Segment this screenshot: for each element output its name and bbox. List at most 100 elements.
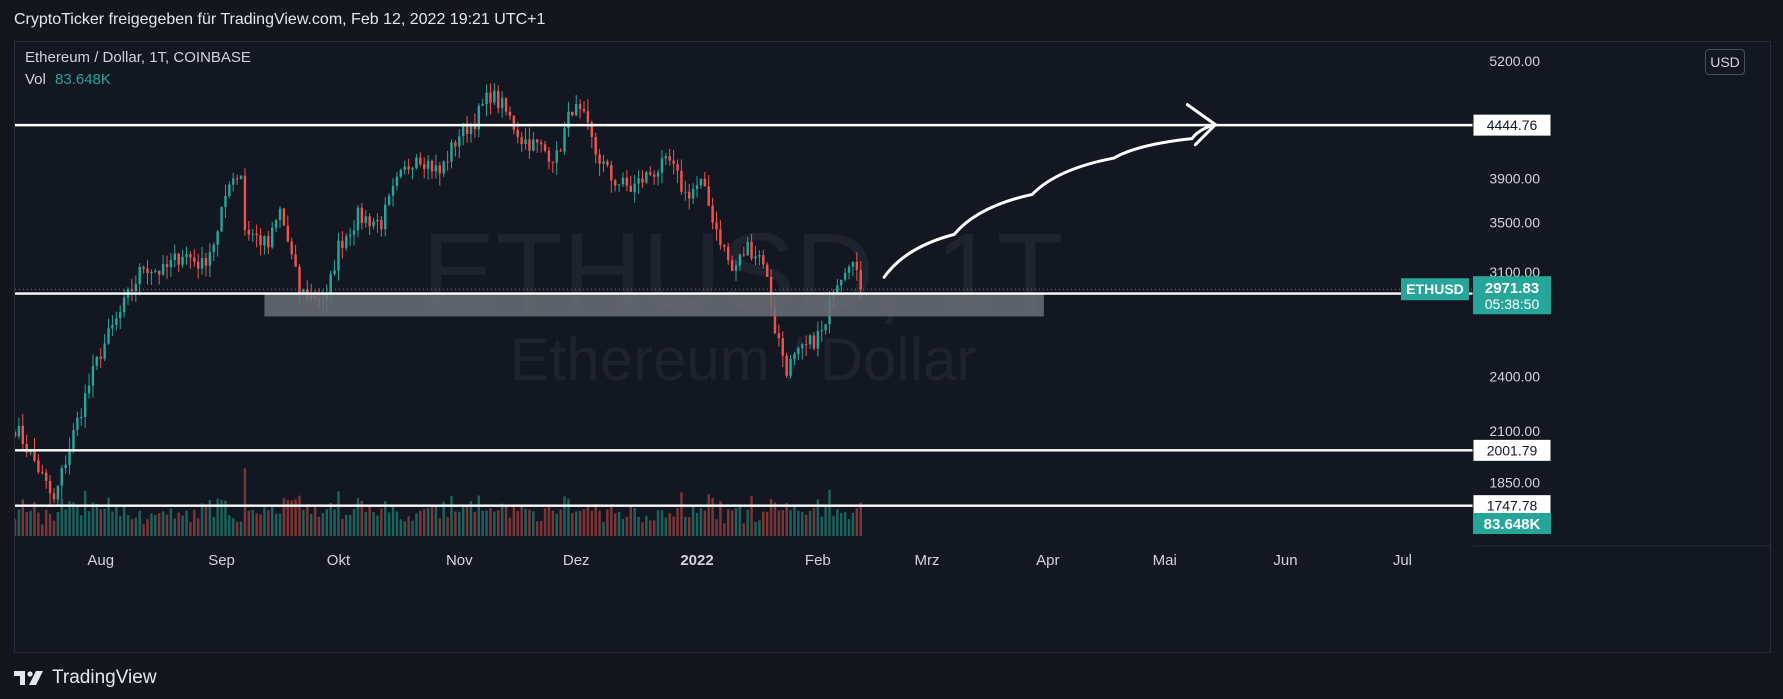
candle-body	[169, 260, 173, 268]
candle-body	[150, 271, 153, 274]
candle-body	[855, 261, 859, 271]
volume-bar	[773, 502, 777, 536]
candle-body	[360, 207, 364, 223]
candle-body	[840, 279, 843, 286]
candle-body	[48, 480, 52, 494]
volume-bar	[356, 498, 360, 536]
volume-bar	[438, 518, 442, 536]
chart-frame[interactable]: ETHUSD, 1T Ethereum / Dollar 4444.762940…	[14, 41, 1771, 653]
volume-bar	[189, 522, 192, 536]
volume-bar	[598, 510, 601, 536]
arrow-head	[1185, 103, 1217, 147]
candle-body	[536, 139, 539, 143]
volume-bar	[298, 495, 301, 536]
volume-bar	[415, 513, 418, 536]
volume-bar	[824, 505, 827, 536]
volume-bar	[345, 514, 348, 536]
volume-bar	[801, 511, 804, 536]
candle-body	[426, 160, 430, 169]
volume-bar	[493, 511, 496, 536]
volume-bar	[477, 495, 480, 536]
candle-body	[754, 256, 757, 259]
candle-body	[454, 142, 457, 147]
candle-body	[625, 177, 629, 186]
candle-body	[271, 227, 274, 248]
volume-bar	[17, 509, 21, 536]
volume-bar	[738, 507, 742, 536]
volume-bar	[703, 510, 707, 536]
currency-button[interactable]: USD	[1705, 49, 1745, 75]
volume-bar	[243, 468, 247, 536]
candle-body	[72, 429, 75, 449]
volume-bar	[711, 497, 714, 536]
volume-bar	[758, 520, 761, 536]
price-axis[interactable]: 5200.00 3900.00 3500.00 3100.00 2400.00 2100.…	[1401, 53, 1551, 537]
candle-body	[559, 150, 562, 152]
volume-bar	[119, 516, 122, 536]
volume-bar	[785, 502, 788, 536]
horizontal-line-label-bg	[1472, 438, 1552, 462]
candle-body	[372, 221, 375, 227]
volume-bar	[571, 513, 574, 536]
volume-bar	[528, 509, 531, 536]
candle-body	[485, 92, 488, 105]
candle-body	[407, 166, 410, 170]
candle-body	[189, 254, 192, 258]
time-tick-label: 2022	[680, 552, 713, 569]
candle-body	[134, 283, 138, 292]
volume-bar	[169, 508, 173, 536]
volume-bar	[239, 521, 243, 536]
volume-bar	[126, 515, 130, 536]
candle-body	[773, 307, 777, 334]
candle-body	[239, 175, 243, 179]
candle-body	[804, 344, 808, 346]
candle-body	[294, 254, 297, 267]
candle-body	[532, 139, 535, 151]
candle-body	[41, 472, 44, 474]
candle-body	[613, 180, 617, 186]
candle-body	[107, 328, 110, 344]
candle-body	[481, 104, 484, 106]
volume-bar	[610, 504, 613, 536]
volume-bar	[762, 511, 765, 536]
volume-bar	[660, 510, 664, 536]
volume-bar	[816, 499, 820, 536]
volume-bar	[582, 509, 586, 536]
price-chart[interactable]: ETHUSD, 1T Ethereum / Dollar 4444.762940…	[15, 42, 1770, 652]
volume-bar	[68, 501, 71, 536]
volume-bars	[15, 468, 862, 536]
arrow-annotation-layer[interactable]	[882, 103, 1217, 279]
candle-body	[582, 109, 586, 112]
candle-body	[52, 493, 56, 500]
support-zone[interactable]	[264, 293, 1044, 317]
candle-body	[387, 195, 391, 205]
candle-body	[824, 324, 827, 331]
footer-brand[interactable]: TradingView	[14, 667, 157, 689]
volume-bar	[83, 490, 87, 536]
volume-bar	[461, 506, 465, 536]
candle-body	[368, 216, 371, 227]
candle-body	[715, 222, 718, 230]
volume-bar	[200, 503, 204, 536]
candle-body	[473, 123, 477, 130]
candle-body	[734, 265, 738, 271]
candle-body	[337, 240, 340, 271]
volume-bar	[325, 509, 328, 536]
volume-bar	[851, 512, 855, 536]
volume-bar	[364, 512, 367, 536]
volume-bar	[41, 524, 44, 536]
candle-body	[575, 104, 578, 116]
volume-bar	[481, 510, 484, 536]
volume-bar	[138, 510, 141, 536]
volume-bar	[430, 505, 434, 536]
candle-body	[290, 241, 293, 255]
price-tick-label: 3500.00	[1489, 215, 1540, 231]
arrow-annotation[interactable]	[882, 123, 1217, 279]
volume-bar	[368, 504, 371, 536]
candle-body	[458, 136, 461, 147]
time-axis[interactable]: Aug Sep Okt Nov Dez 2022 Feb Mrz Apr Mai Jun Jul	[15, 545, 1770, 569]
candle-body	[578, 104, 582, 110]
watermark-name: Ethereum / Dollar	[510, 326, 977, 393]
candle-body	[777, 333, 781, 339]
candle-body	[781, 338, 784, 356]
